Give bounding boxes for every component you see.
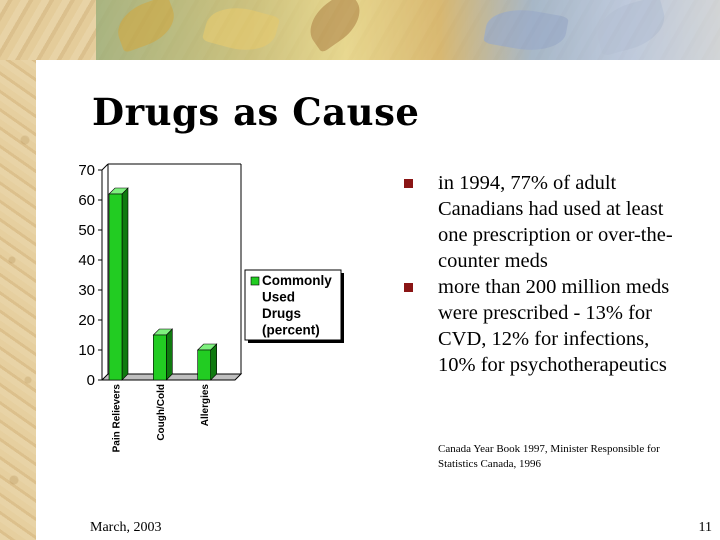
legend-label: (percent) <box>262 323 320 338</box>
bar-chart: 70 60 50 40 30 20 10 0 Pain Relievers Cough/Cold A… <box>78 162 344 453</box>
legend-swatch <box>250 276 260 286</box>
bullet-list: in 1994, 77% of adult Canadians had used… <box>400 170 690 378</box>
slide-number: 11 <box>698 520 712 535</box>
y-tick-label: 30 <box>78 282 95 299</box>
legend-label: Commonly <box>262 273 332 288</box>
slide-background-texture <box>0 0 36 540</box>
leaf-decoration <box>300 0 370 54</box>
y-tick-label: 0 <box>87 372 95 389</box>
source-citation: Canada Year Book 1997, Minister Responsi… <box>438 443 660 470</box>
leaf-decoration <box>110 0 182 54</box>
bullet-marker <box>404 283 413 292</box>
leaf-decoration <box>201 0 281 59</box>
bar-side <box>121 187 129 381</box>
y-tick-label: 70 <box>78 162 95 179</box>
bar-side <box>166 328 173 381</box>
y-tick-label: 20 <box>78 312 95 329</box>
x-tick-label: Cough/Cold <box>156 384 167 441</box>
y-tick-label: 10 <box>78 342 95 359</box>
y-tick-label: 60 <box>78 192 95 209</box>
x-tick-label: Allergies <box>200 384 211 427</box>
bullet-text: in 1994, 77% of adult Canadians had used… <box>438 172 673 272</box>
x-tick-label: Pain Relievers <box>112 384 123 453</box>
footer-date: March, 2003 <box>90 520 162 535</box>
y-tick-label: 40 <box>78 252 95 269</box>
slide-title: Drugs as Cause <box>92 90 420 134</box>
bullet-item: more than 200 million meds were prescrib… <box>400 274 690 378</box>
legend-box <box>244 269 342 341</box>
chart-frame-edge <box>101 163 109 171</box>
bar <box>153 334 167 381</box>
legend-label: Used <box>262 290 295 305</box>
bullet-marker <box>404 179 413 188</box>
leaf-decoration <box>591 0 671 57</box>
bullet-item: in 1994, 77% of adult Canadians had used… <box>400 170 690 274</box>
y-tick-label: 50 <box>78 222 95 239</box>
leaf-decoration <box>483 3 569 57</box>
bullet-text: more than 200 million meds were prescrib… <box>438 276 670 376</box>
header-banner <box>96 0 720 60</box>
bar <box>108 193 123 381</box>
legend-label: Drugs <box>262 306 301 321</box>
slide-panel <box>36 60 720 540</box>
bar <box>197 349 211 381</box>
